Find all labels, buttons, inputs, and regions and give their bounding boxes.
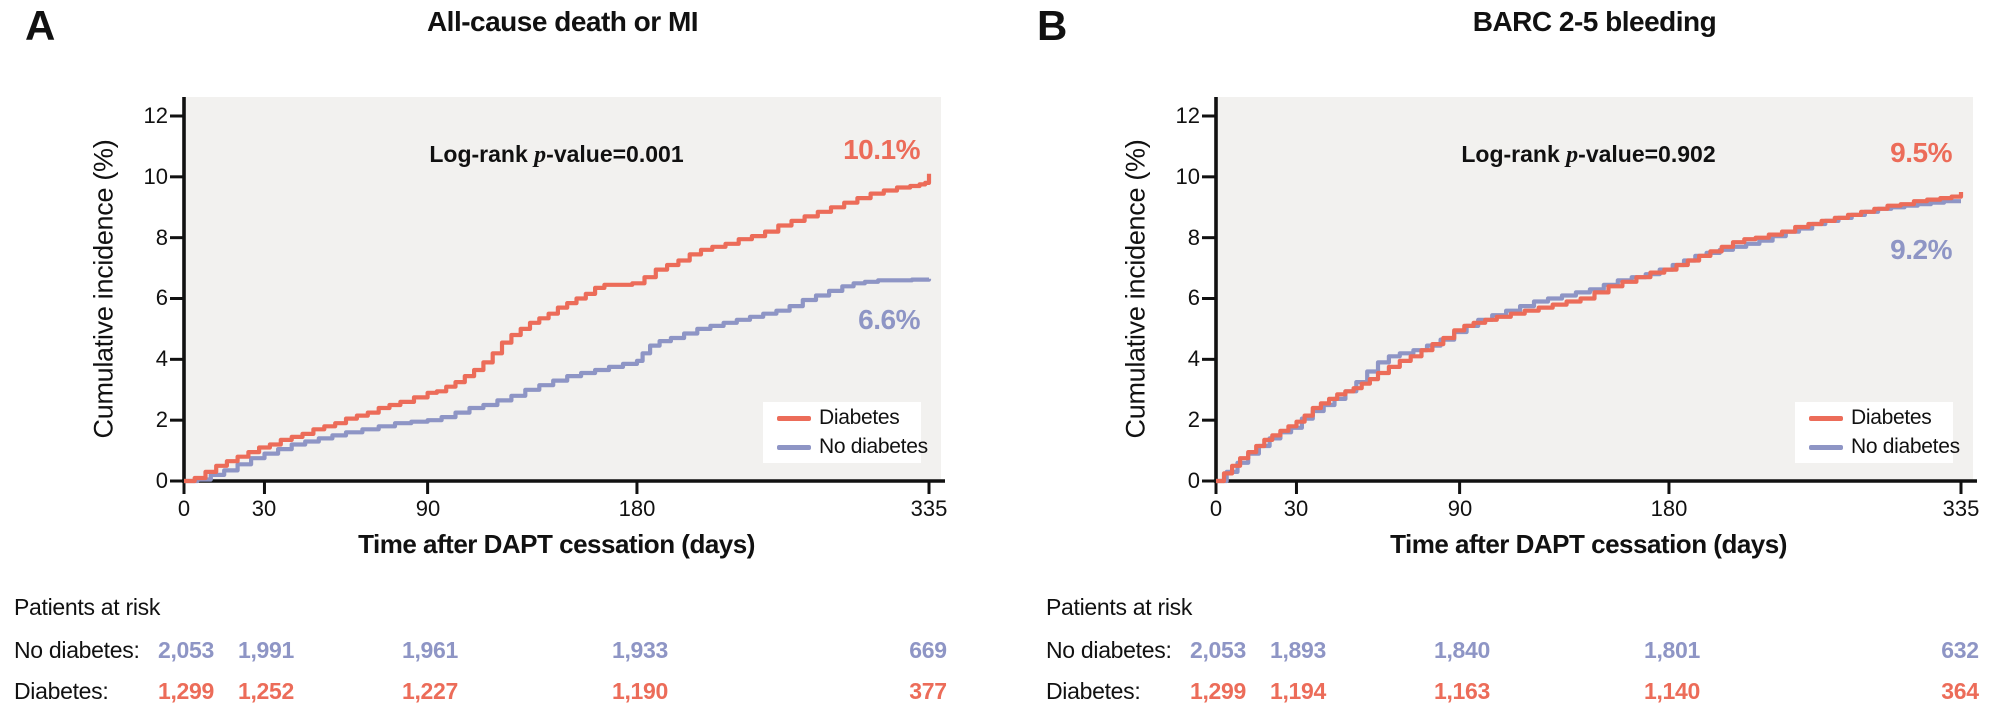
curve-end-label-diabetes: 10.1%	[843, 134, 920, 165]
legend-item-diabetes: Diabetes	[763, 406, 921, 430]
risk-count: 377	[909, 678, 947, 704]
legend-label: No diabetes	[1851, 435, 1960, 458]
chart-title: All-cause death or MI	[426, 6, 699, 37]
x-tick-label: 0	[177, 496, 191, 521]
risk-count: 1,252	[237, 678, 295, 704]
no-diabetes-line-swatch	[777, 444, 811, 450]
curve-diabetes	[1216, 192, 1964, 484]
panel-a-letter: A	[25, 2, 55, 49]
risk-count: 1,933	[611, 637, 669, 663]
y-tick-label: 8	[155, 225, 168, 250]
risk-count: 1,991	[237, 637, 295, 663]
legend: Diabetes No diabetes	[763, 402, 928, 463]
x-tick-label: 180	[1650, 496, 1688, 521]
risk-count: 1,299	[1189, 678, 1247, 704]
risk-count: 364	[1941, 678, 1979, 704]
risk-row-label-no-diabetes: No diabetes:	[14, 637, 140, 663]
risk-count: 1,893	[1269, 637, 1327, 663]
logrank-annotation: Log-rank p-value=0.001	[429, 141, 684, 168]
legend: Diabetes No diabetes	[1795, 402, 1960, 463]
y-axis-label: Cumulative incidence (%)	[88, 139, 119, 439]
x-tick-label: 335	[1942, 496, 1980, 521]
y-tick-label: 2	[1187, 407, 1200, 432]
x-tick-label: 30	[251, 496, 277, 521]
x-tick-label: 335	[910, 496, 948, 521]
no-diabetes-line-swatch	[1809, 444, 1843, 450]
curve-no_diabetes	[184, 277, 932, 484]
risk-count: 1,140	[1643, 678, 1701, 704]
risk-count: 1,961	[401, 637, 459, 663]
legend-label: No diabetes	[819, 435, 928, 458]
y-tick-label: 12	[1175, 103, 1200, 128]
x-tick-label: 90	[415, 496, 441, 521]
x-tick-label: 180	[618, 496, 656, 521]
legend-label: Diabetes	[1851, 406, 1932, 429]
chart-title: BARC 2-5 bleeding	[1472, 6, 1717, 37]
x-tick-label: 0	[1209, 496, 1223, 521]
x-tick-label: 30	[1283, 496, 1309, 521]
legend-item-diabetes: Diabetes	[1795, 406, 1953, 430]
y-tick-label: 6	[1187, 285, 1200, 310]
risk-count: 2,053	[157, 637, 215, 663]
y-tick-label: 0	[155, 468, 168, 493]
panel-all-cause-death-or-mi: All-cause death or MI Cumulative inciden…	[0, 0, 980, 715]
y-tick-label: 4	[155, 346, 168, 371]
legend-item-no-diabetes: No diabetes	[1795, 435, 1960, 459]
logrank-annotation: Log-rank p-value=0.902	[1461, 141, 1716, 168]
risk-count: 669	[909, 637, 947, 663]
diabetes-line-swatch	[1809, 415, 1843, 421]
y-tick-label: 8	[1187, 225, 1200, 250]
y-tick-label: 10	[143, 164, 168, 189]
risk-row-label-diabetes: Diabetes:	[1046, 678, 1141, 704]
curve-end-label-diabetes: 9.5%	[1890, 137, 1952, 168]
y-tick-label: 10	[1175, 164, 1200, 189]
risk-count: 1,840	[1433, 637, 1491, 663]
curve-end-label-no-diabetes: 6.6%	[858, 304, 920, 335]
risk-row-label-no-diabetes: No diabetes:	[1046, 637, 1172, 663]
risk-count: 2,053	[1189, 637, 1247, 663]
risk-count: 1,190	[611, 678, 669, 704]
patients-at-risk-header: Patients at risk	[1046, 594, 1193, 620]
y-tick-label: 12	[143, 103, 168, 128]
x-axis-label: Time after DAPT cessation (days)	[358, 529, 755, 559]
legend-label: Diabetes	[819, 406, 900, 429]
x-tick-label: 90	[1447, 496, 1473, 521]
patients-at-risk-header: Patients at risk	[14, 594, 161, 620]
risk-count: 1,801	[1643, 637, 1701, 663]
y-axis-label: Cumulative incidence (%)	[1120, 139, 1151, 439]
curve-end-label-no-diabetes: 9.2%	[1890, 234, 1952, 265]
legend-item-no-diabetes: No diabetes	[763, 435, 928, 459]
diabetes-line-swatch	[777, 415, 811, 421]
curve-diabetes	[184, 173, 932, 484]
panel-b-letter: B	[1037, 2, 1067, 49]
risk-count: 1,299	[157, 678, 215, 704]
risk-row-label-diabetes: Diabetes:	[14, 678, 109, 704]
y-tick-label: 0	[1187, 468, 1200, 493]
risk-count: 1,227	[401, 678, 459, 704]
risk-count: 1,163	[1433, 678, 1491, 704]
y-tick-label: 6	[155, 285, 168, 310]
y-tick-label: 4	[1187, 346, 1200, 371]
risk-count: 1,194	[1269, 678, 1327, 704]
y-tick-label: 2	[155, 407, 168, 432]
x-axis-label: Time after DAPT cessation (days)	[1390, 529, 1787, 559]
risk-count: 632	[1941, 637, 1979, 663]
panel-barc-2-5-bleeding: BARC 2-5 bleeding Cumulative incidence (…	[1032, 0, 2009, 715]
